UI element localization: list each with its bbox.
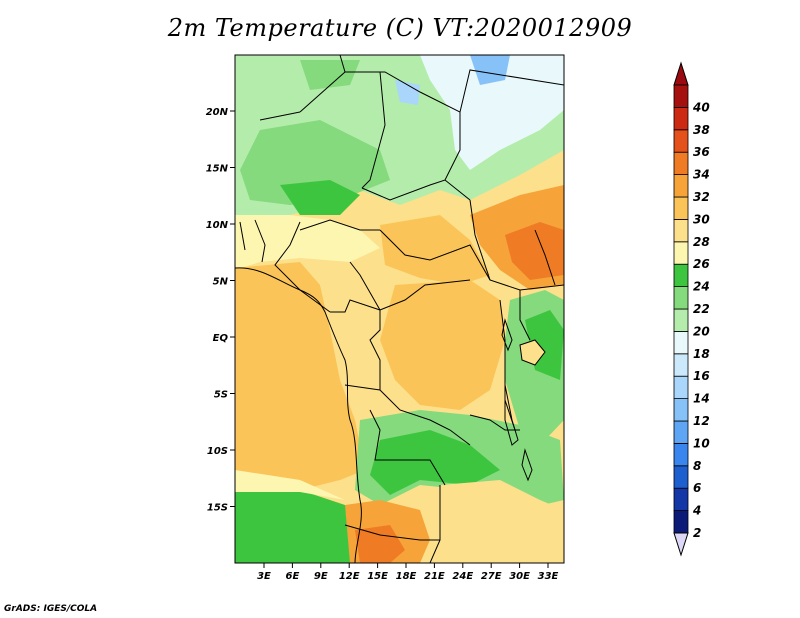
field-sw-transition [235,470,345,500]
colorbar-label: 4 [692,504,701,518]
colorbar-swatch [673,465,689,489]
field-lake-victoria [520,340,545,365]
colorbar-label: 34 [693,168,710,182]
map-title: 2m Temperature (C) VT:2020012909 [167,14,633,42]
map-frame [234,54,565,564]
field-atlantic-warm [235,262,365,490]
colorbar-swatch [673,308,689,332]
lat-tick-label: EQ [213,333,229,344]
lon-tick-label: 21E [424,571,445,582]
latitude-axis: 20N 15N 10N 5N EQ 5S 10S 15S [206,107,235,514]
colorbar-swatch [673,442,689,467]
colorbar-under-arrow [673,532,689,557]
colorbar-label: 16 [693,369,710,383]
colorbar-swatch [673,151,689,175]
colorbar-swatch [673,84,689,108]
colorbar-label: 18 [693,347,710,361]
lon-tick-label: 18E [396,571,417,582]
lon-tick-label: 15E [367,571,388,582]
colorbar-label: 8 [693,459,701,473]
field-cold-patch-2 [395,80,420,105]
lon-tick-label: 24E [452,571,473,582]
colorbar-label: 30 [693,212,710,226]
colorbar-label: 12 [693,414,710,428]
colorbar-swatch [673,286,689,310]
field-sw-atlantic [235,490,350,563]
colorbar-label: 40 [692,100,710,114]
field-green-north-1 [300,60,360,90]
colorbar-over-arrow [673,61,689,86]
lat-tick-label: 20N [206,107,229,118]
longitude-axis: 3E 6E 9E 12E 15E 18E 21E 24E 27E 30E 33E [257,563,559,582]
lat-tick-label: 15S [207,503,228,514]
field-congo-warm [380,280,505,410]
colorbar-label: 10 [693,436,710,450]
lon-tick-label: 30E [509,571,530,582]
field-sahel-green [240,120,390,205]
lon-tick-label: 3E [257,571,271,582]
colorbar-label: 36 [693,145,710,159]
grads-credit: GrADS: IGES/COLA [4,604,98,614]
field-south-dark [370,430,500,495]
lat-tick-label: 5N [213,277,229,288]
colorbar-swatch [673,241,689,265]
lat-tick-label: 10N [206,220,229,231]
colorbar-swatch [673,420,689,444]
colorbar-label: 22 [693,302,710,316]
field-cold-patch-1 [470,55,510,85]
colorbar-swatch [673,510,689,534]
colorbar-label: 14 [693,392,710,406]
field-libya-cold [420,55,564,170]
lat-tick-label: 10S [207,446,228,457]
coastline [235,267,362,563]
colorbar-swatch [673,487,689,512]
colorbar-swatch [673,174,689,198]
colorbar-swatch [673,196,689,220]
colorbar-label: 32 [693,190,710,204]
colorbar-swatch [673,107,689,131]
lat-tick-label: 15N [206,164,229,175]
colorbar-label: 2 [693,526,701,540]
colorbar-swatch [673,330,689,355]
colorbar-label: 6 [693,481,701,495]
colorbar-label: 38 [693,123,710,137]
colorbar-swatch [673,398,689,422]
colorbar-label: 26 [693,257,710,271]
lon-tick-label: 9E [314,571,328,582]
colorbar-swatch [673,129,689,153]
field-namibia-hotter [355,525,405,563]
colorbar-label: 24 [693,280,710,294]
lon-tick-label: 33E [538,571,559,582]
field-botswana-warm [430,480,564,563]
lake-outlines [501,318,546,482]
field-sahel-dark [280,180,360,215]
country-borders [239,55,564,563]
colorbar-swatch [673,218,689,243]
lon-tick-label: 12E [339,571,360,582]
temperature-field [235,55,564,563]
colorbar-swatch [673,263,689,288]
colorbar-swatch [673,353,689,377]
field-sudan-hotter [505,222,564,280]
field-coast-west [235,215,380,270]
lon-tick-label: 27E [481,571,502,582]
lat-tick-label: 5S [214,390,228,401]
lon-tick-label: 6E [286,571,300,582]
colorbar-label: 20 [693,324,710,338]
colorbar-label: 28 [693,235,710,249]
colorbar-swatch [673,375,689,400]
field-cameroon-warm [380,215,490,285]
